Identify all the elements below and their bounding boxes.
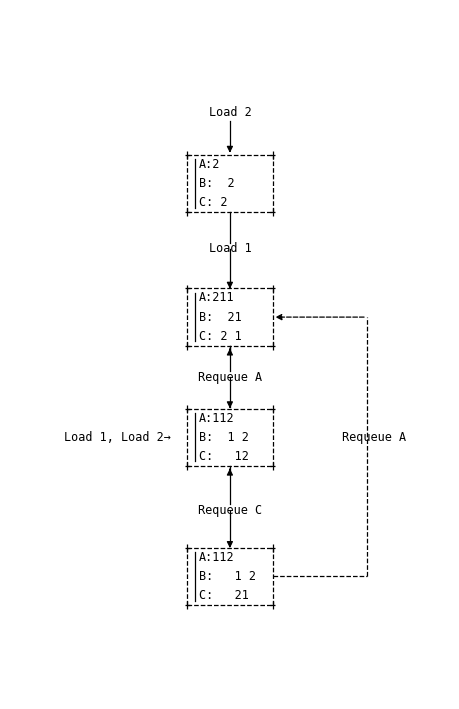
Text: B:  2: B: 2 — [199, 177, 234, 190]
Text: Requeue A: Requeue A — [198, 371, 262, 384]
Text: Load 1: Load 1 — [208, 242, 251, 255]
Text: C:   12: C: 12 — [199, 450, 248, 463]
Text: Requeue A: Requeue A — [342, 430, 406, 444]
Text: Requeue C: Requeue C — [198, 504, 262, 518]
Text: A:211: A:211 — [199, 291, 234, 304]
Text: C:   21: C: 21 — [199, 589, 248, 602]
Text: A:2: A:2 — [199, 157, 220, 171]
Text: B:  1 2: B: 1 2 — [199, 430, 248, 444]
Text: A:112: A:112 — [199, 551, 234, 564]
Text: A:112: A:112 — [199, 412, 234, 425]
Text: C: 2 1: C: 2 1 — [199, 330, 241, 342]
Text: Load 2: Load 2 — [208, 106, 251, 119]
Text: B:   1 2: B: 1 2 — [199, 570, 256, 583]
Text: C: 2: C: 2 — [199, 196, 227, 209]
Text: B:  21: B: 21 — [199, 311, 241, 323]
Text: Load 1, Load 2→: Load 1, Load 2→ — [65, 430, 171, 444]
